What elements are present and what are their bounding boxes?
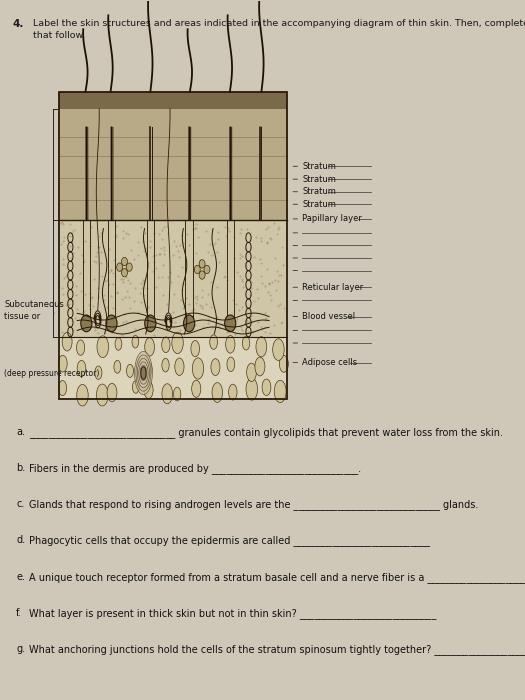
Text: Stratum: Stratum bbox=[302, 199, 336, 209]
Circle shape bbox=[172, 332, 183, 354]
Circle shape bbox=[262, 379, 271, 396]
Text: Fibers in the dermis are produced by ______________________________.: Fibers in the dermis are produced by ___… bbox=[29, 463, 361, 474]
Circle shape bbox=[132, 335, 139, 348]
Bar bbox=[59, 220, 287, 337]
Circle shape bbox=[279, 356, 288, 372]
Circle shape bbox=[114, 360, 121, 373]
Text: What anchoring junctions hold the cells of the stratum spinosum tightly together: What anchoring junctions hold the cells … bbox=[29, 644, 525, 655]
Circle shape bbox=[226, 335, 235, 353]
Ellipse shape bbox=[145, 315, 156, 332]
Bar bbox=[59, 92, 287, 399]
Ellipse shape bbox=[127, 263, 132, 272]
Circle shape bbox=[173, 387, 181, 401]
Circle shape bbox=[97, 336, 109, 358]
Text: Glands that respond to rising androgen levels are the __________________________: Glands that respond to rising androgen l… bbox=[29, 499, 479, 510]
Ellipse shape bbox=[199, 271, 205, 279]
Circle shape bbox=[162, 384, 173, 404]
Ellipse shape bbox=[106, 315, 117, 332]
Circle shape bbox=[58, 356, 67, 372]
Text: What layer is present in thick skin but not in thin skin? ______________________: What layer is present in thick skin but … bbox=[29, 608, 437, 619]
Text: Stratum: Stratum bbox=[302, 175, 336, 183]
Ellipse shape bbox=[140, 365, 146, 381]
Text: a.: a. bbox=[16, 427, 25, 437]
Text: Subcutaneous: Subcutaneous bbox=[4, 300, 64, 309]
Circle shape bbox=[77, 340, 85, 356]
Text: Papillary layer: Papillary layer bbox=[302, 214, 362, 223]
Circle shape bbox=[274, 380, 286, 402]
Text: Blood vessel: Blood vessel bbox=[302, 312, 355, 321]
Circle shape bbox=[210, 335, 217, 349]
Ellipse shape bbox=[138, 358, 150, 388]
Ellipse shape bbox=[225, 315, 236, 332]
Circle shape bbox=[175, 358, 184, 375]
Text: d.: d. bbox=[16, 536, 25, 545]
Circle shape bbox=[77, 384, 88, 406]
Text: Label the skin structures and areas indicated in the accompanying diagram of thi: Label the skin structures and areas indi… bbox=[33, 19, 525, 28]
Circle shape bbox=[145, 363, 152, 375]
Circle shape bbox=[227, 357, 235, 372]
Circle shape bbox=[256, 337, 267, 357]
Circle shape bbox=[247, 363, 256, 382]
Circle shape bbox=[132, 381, 139, 393]
Circle shape bbox=[127, 364, 133, 377]
Circle shape bbox=[255, 357, 265, 376]
Ellipse shape bbox=[184, 315, 195, 332]
Text: Stratum: Stratum bbox=[302, 162, 336, 171]
Text: b.: b. bbox=[16, 463, 26, 473]
Ellipse shape bbox=[117, 263, 123, 272]
Circle shape bbox=[97, 384, 108, 406]
Circle shape bbox=[62, 332, 72, 351]
Text: f.: f. bbox=[16, 608, 22, 618]
Text: Reticular layer: Reticular layer bbox=[302, 283, 363, 292]
Text: (deep pressure receptor): (deep pressure receptor) bbox=[4, 369, 100, 378]
Circle shape bbox=[144, 382, 153, 398]
Circle shape bbox=[77, 360, 86, 377]
Text: e.: e. bbox=[16, 572, 25, 582]
Circle shape bbox=[162, 358, 169, 372]
Ellipse shape bbox=[136, 355, 151, 391]
Circle shape bbox=[243, 336, 250, 350]
Ellipse shape bbox=[121, 258, 128, 266]
Ellipse shape bbox=[121, 269, 128, 277]
Circle shape bbox=[192, 358, 204, 379]
Ellipse shape bbox=[139, 362, 148, 384]
Circle shape bbox=[212, 383, 223, 402]
Text: ______________________________ granules contain glycolipids that prevent water l: ______________________________ granules … bbox=[29, 427, 503, 438]
Circle shape bbox=[228, 384, 237, 400]
Ellipse shape bbox=[134, 351, 152, 395]
Ellipse shape bbox=[204, 265, 210, 274]
Text: tissue or: tissue or bbox=[4, 312, 40, 321]
Text: that follow.: that follow. bbox=[33, 31, 86, 40]
Text: Phagocytic cells that occupy the epidermis are called __________________________: Phagocytic cells that occupy the epiderm… bbox=[29, 536, 430, 547]
Text: c.: c. bbox=[16, 499, 25, 509]
Circle shape bbox=[162, 337, 170, 353]
Text: 4.: 4. bbox=[13, 19, 24, 29]
Text: Adipose cells: Adipose cells bbox=[302, 358, 358, 367]
Bar bbox=[59, 337, 287, 399]
Circle shape bbox=[211, 358, 220, 376]
Ellipse shape bbox=[141, 367, 146, 379]
Circle shape bbox=[192, 380, 201, 398]
Text: g.: g. bbox=[16, 644, 25, 654]
Circle shape bbox=[95, 366, 102, 379]
Circle shape bbox=[246, 378, 258, 400]
Circle shape bbox=[58, 381, 67, 395]
Text: Stratum: Stratum bbox=[302, 187, 336, 196]
Circle shape bbox=[107, 384, 117, 402]
Text: A unique touch receptor formed from a stratum basale cell and a nerve fiber is a: A unique touch receptor formed from a st… bbox=[29, 572, 525, 582]
Circle shape bbox=[191, 340, 200, 357]
Bar bbox=[59, 92, 287, 109]
Ellipse shape bbox=[199, 260, 205, 268]
Circle shape bbox=[145, 338, 154, 356]
Circle shape bbox=[272, 339, 284, 361]
Ellipse shape bbox=[194, 265, 200, 274]
Bar bbox=[59, 109, 287, 220]
Ellipse shape bbox=[81, 315, 92, 332]
Circle shape bbox=[115, 337, 122, 350]
